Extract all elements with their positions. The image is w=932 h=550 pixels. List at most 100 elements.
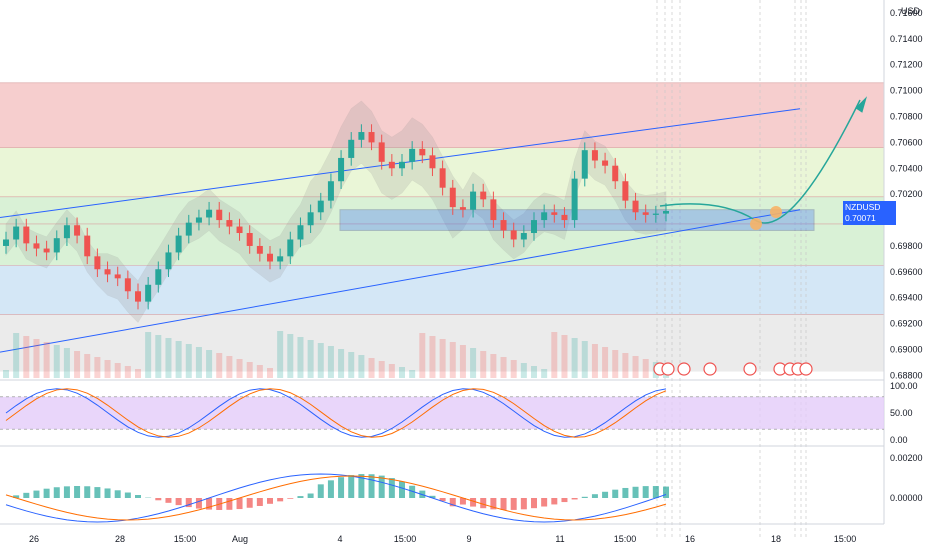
- price-axis-label: 0.70400: [890, 163, 923, 173]
- candle-body: [602, 160, 609, 166]
- macd-histogram-bar: [561, 498, 568, 503]
- volume-bar: [206, 350, 213, 378]
- candle-body: [409, 148, 416, 162]
- macd-histogram-bar: [165, 498, 172, 503]
- macd-histogram-bar: [327, 480, 334, 498]
- volume-bar: [622, 353, 629, 378]
- volume-bar: [185, 344, 192, 378]
- candle-body: [490, 199, 497, 221]
- volume-bar: [216, 353, 223, 378]
- volume-bar: [612, 350, 619, 378]
- volume-bar: [297, 337, 304, 378]
- volume-bar: [195, 347, 202, 378]
- candle-body: [195, 217, 202, 223]
- macd-histogram-bar: [531, 498, 537, 509]
- macd-histogram-bar: [43, 488, 50, 498]
- time-axis-label: 4: [337, 534, 342, 544]
- price-axis-label: 0.70200: [890, 189, 923, 199]
- macd-histogram-bar: [490, 498, 497, 510]
- candle-body: [663, 211, 669, 214]
- candle-body: [622, 181, 629, 201]
- candle-body: [165, 252, 172, 270]
- candle-body: [277, 256, 284, 262]
- macd-histogram-bar: [135, 494, 141, 498]
- symbol-label: NZDUSD: [845, 202, 881, 212]
- macd-histogram-bar: [277, 498, 284, 502]
- event-flag-icon: [661, 362, 675, 376]
- macd-histogram-bar: [581, 496, 588, 498]
- candle-body: [510, 230, 517, 240]
- time-axis-label: 11: [555, 534, 564, 544]
- macd-histogram-bar: [185, 498, 192, 508]
- volume-bar: [84, 354, 91, 378]
- volume-bar: [74, 351, 81, 378]
- projection-arrowhead: [855, 96, 868, 113]
- candle-body: [327, 181, 334, 201]
- macd-histogram-bar: [104, 488, 111, 498]
- event-flag-icon: [703, 362, 717, 376]
- volume-bar: [520, 363, 527, 378]
- fib-zone: [0, 82, 884, 148]
- macd-histogram-bar: [429, 495, 436, 498]
- time-axis-label: Aug: [232, 534, 248, 544]
- candle-body: [612, 165, 619, 182]
- macd-histogram-bar: [236, 498, 243, 510]
- volume-bar: [531, 366, 537, 378]
- candle-body: [114, 274, 121, 279]
- macd-histogram-bar: [317, 484, 324, 498]
- projection-point: [770, 206, 782, 218]
- macd-histogram-bar: [84, 486, 91, 498]
- macd-histogram-bar: [439, 498, 446, 502]
- candle-body: [216, 209, 223, 221]
- macd-line: [5, 473, 667, 523]
- volume-bar: [368, 358, 375, 378]
- candle-body: [317, 200, 324, 213]
- macd-histogram-bar: [642, 486, 649, 498]
- price-axis-label: 0.70600: [890, 137, 923, 147]
- volume-bar: [551, 332, 558, 378]
- time-axis-label: 9: [466, 534, 471, 544]
- macd-histogram-bar: [388, 478, 395, 498]
- volume-bar: [581, 341, 588, 378]
- macd-histogram-bar: [206, 498, 213, 510]
- volume-bar: [236, 359, 243, 378]
- candle-body: [500, 220, 507, 231]
- candle-body: [226, 220, 233, 227]
- volume-bar: [53, 345, 60, 378]
- volume-bar: [571, 338, 578, 378]
- stochastic-band: [0, 396, 884, 430]
- macd-histogram-bar: [63, 486, 70, 498]
- candle-body: [185, 222, 192, 236]
- volume-bar: [449, 342, 456, 378]
- volume-bar: [175, 341, 182, 378]
- volume-bar: [226, 356, 233, 378]
- candle-body: [429, 155, 436, 169]
- price-axis-label: 0.69600: [890, 267, 923, 277]
- macd-histogram-bar: [246, 498, 253, 508]
- macd-histogram-bar: [155, 498, 162, 501]
- channel-lower-line: [0, 209, 801, 353]
- candle-body: [3, 239, 9, 246]
- price-axis-label: 0.69000: [890, 345, 923, 355]
- candle-body: [33, 243, 40, 249]
- candle-body: [470, 191, 477, 210]
- candle-body: [480, 191, 487, 200]
- macd-histogram-bar: [470, 498, 477, 507]
- volume-bar: [388, 364, 395, 378]
- candle-body: [63, 225, 70, 239]
- candle-body: [591, 150, 598, 161]
- macd-histogram-bar: [358, 474, 365, 498]
- macd-histogram-bar: [399, 481, 405, 498]
- candle-body: [571, 178, 578, 221]
- volume-bar: [642, 359, 649, 378]
- candle-body: [399, 161, 405, 169]
- macd-histogram-bar: [551, 498, 558, 505]
- volume-bar: [13, 333, 20, 378]
- macd-histogram-bar: [480, 498, 487, 509]
- macd-histogram-bar: [23, 492, 30, 498]
- volume-bar: [439, 339, 446, 378]
- volume-bar: [348, 352, 355, 378]
- candle-body: [287, 239, 294, 257]
- candle-body: [561, 214, 568, 221]
